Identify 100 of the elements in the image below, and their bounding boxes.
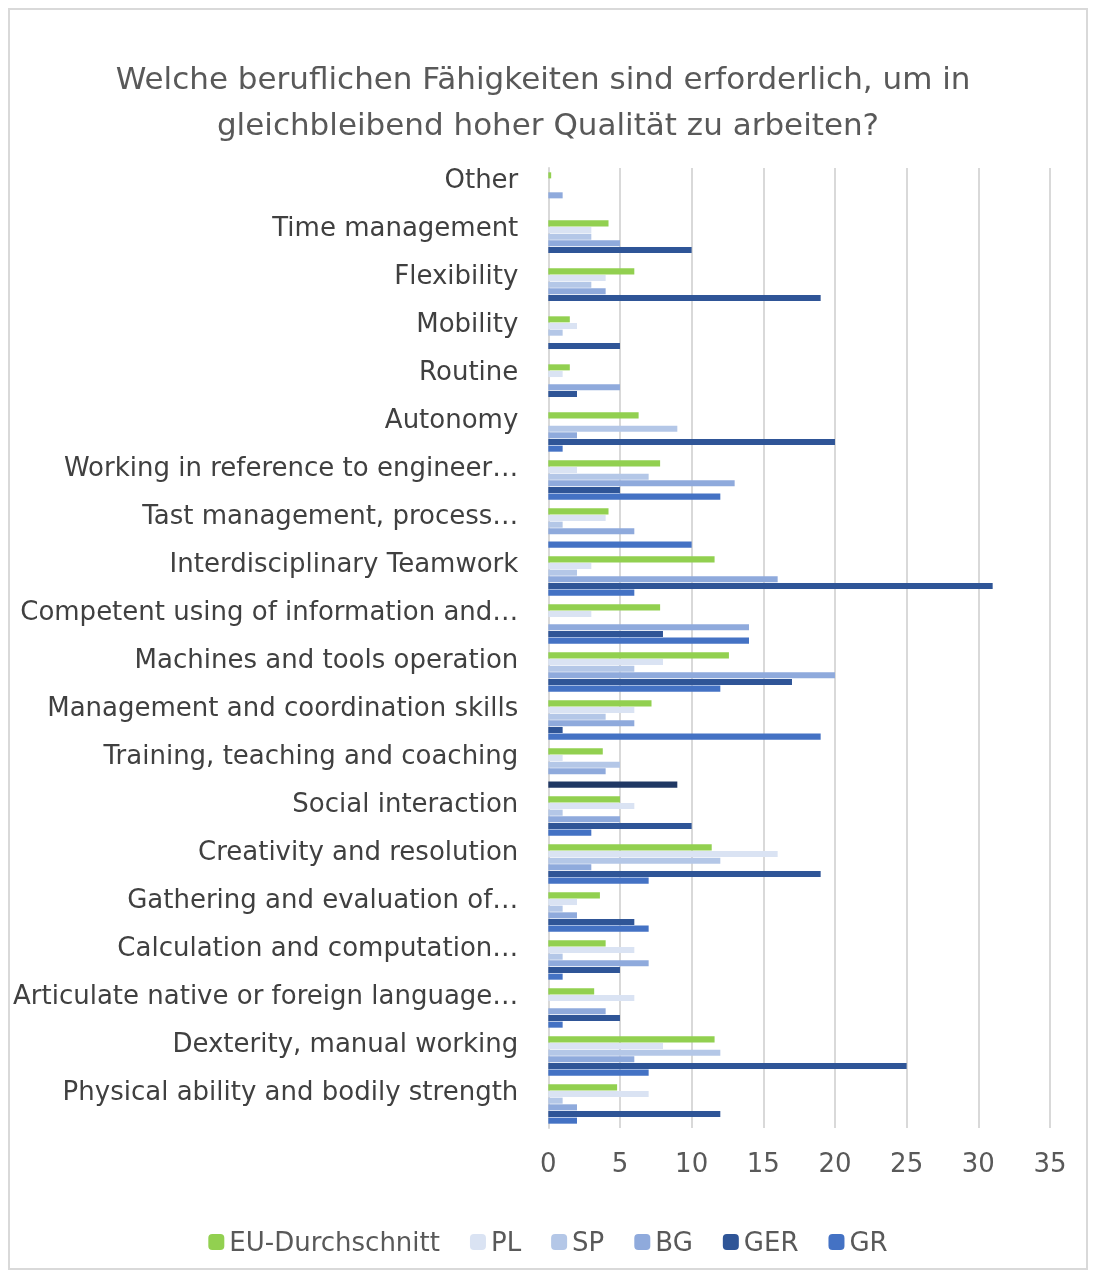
x-tick-label: 5 — [611, 1148, 629, 1178]
bar — [548, 796, 620, 803]
bar — [548, 761, 620, 768]
bar — [548, 432, 577, 439]
bar — [548, 240, 620, 247]
bar — [548, 604, 661, 611]
bar — [548, 706, 635, 714]
bar — [548, 582, 993, 590]
bar — [548, 754, 563, 762]
y-tick-label: Other — [444, 164, 519, 194]
bar — [548, 246, 692, 254]
x-tick-label: 30 — [961, 1148, 995, 1178]
bar — [548, 1014, 620, 1022]
bar — [548, 268, 635, 275]
bar — [548, 768, 606, 775]
bar — [548, 562, 592, 570]
bar — [548, 802, 635, 810]
bar — [548, 438, 835, 446]
bar — [548, 569, 577, 576]
bar — [548, 857, 721, 864]
bar — [548, 1117, 577, 1124]
bar — [548, 294, 821, 302]
bar — [548, 172, 552, 179]
y-tick-label: Social interaction — [292, 788, 519, 818]
legend-label: BG — [655, 1227, 693, 1257]
bar — [548, 508, 609, 515]
x-tick-label: 0 — [540, 1148, 557, 1178]
bar — [548, 1110, 721, 1118]
bar — [548, 1021, 563, 1028]
bar — [548, 226, 592, 234]
bar — [548, 1008, 606, 1015]
bar — [548, 541, 692, 548]
y-tick-label: Mobility — [416, 308, 519, 338]
bar — [548, 233, 592, 240]
bar — [548, 220, 609, 227]
bar — [548, 630, 663, 638]
bar — [548, 556, 715, 563]
legend-label: EU-Durchschnitt — [229, 1227, 440, 1257]
bar — [548, 1069, 649, 1076]
bar — [548, 364, 570, 371]
y-tick-label: Time management — [271, 212, 519, 242]
bar — [548, 370, 563, 378]
y-tick-label: Dexterity, manual working — [172, 1028, 519, 1058]
bar — [548, 473, 649, 480]
bar — [548, 576, 778, 583]
bar — [548, 672, 835, 679]
bar — [548, 637, 749, 644]
bar — [548, 412, 639, 419]
bar — [548, 870, 821, 878]
bar — [548, 912, 577, 919]
bar — [548, 994, 635, 1002]
bar — [548, 748, 603, 755]
bar — [548, 486, 620, 494]
y-tick-label: Physical ability and bodily strength — [62, 1076, 519, 1106]
bar — [548, 829, 592, 836]
y-tick-label: Articulate native or foreign language… — [13, 980, 519, 1010]
bar — [548, 1042, 663, 1050]
bar — [548, 898, 577, 906]
x-tick-label: 15 — [746, 1148, 780, 1178]
bar — [548, 384, 620, 391]
bar — [548, 905, 563, 912]
bar — [548, 713, 606, 720]
bar — [548, 678, 792, 686]
y-tick-label: Management and coordination skills — [47, 692, 519, 722]
bar — [548, 425, 678, 432]
bar — [548, 726, 563, 734]
bar — [548, 1104, 577, 1111]
x-tick-label: 25 — [890, 1148, 924, 1178]
y-tick-label: Flexibility — [394, 260, 519, 290]
y-tick-label: Routine — [419, 356, 519, 386]
bar — [548, 720, 635, 727]
bar — [548, 940, 606, 947]
legend-label: GR — [849, 1227, 888, 1257]
y-tick-label: Calculation and computation… — [117, 932, 519, 962]
bar — [548, 1036, 715, 1043]
bar — [548, 589, 635, 596]
bar — [548, 925, 649, 932]
bar — [548, 322, 577, 330]
y-tick-label: Gathering and evaluation of… — [127, 884, 519, 914]
bar — [548, 1084, 618, 1091]
bar — [548, 850, 778, 858]
x-tick-label: 10 — [675, 1148, 709, 1178]
bar — [548, 652, 729, 659]
bar — [548, 892, 600, 899]
bar — [548, 1090, 649, 1098]
legend-label: SP — [572, 1227, 605, 1257]
bar — [548, 528, 635, 535]
bar — [548, 624, 749, 631]
x-tick-label: 35 — [1033, 1148, 1067, 1178]
bar — [548, 685, 721, 692]
bar — [548, 493, 721, 500]
bar — [548, 1056, 635, 1063]
bar — [548, 329, 563, 336]
bar — [548, 781, 678, 788]
bar — [548, 521, 563, 528]
y-tick-label: Machines and tools operation — [134, 644, 519, 674]
bar — [548, 864, 592, 871]
chart-title: Welche beruflichen Fähigkeiten sind erforderlich, um in gleichbleibend hoher Qualität zu arbeiten? — [115, 60, 981, 142]
bar — [548, 816, 620, 823]
bar — [548, 877, 649, 884]
